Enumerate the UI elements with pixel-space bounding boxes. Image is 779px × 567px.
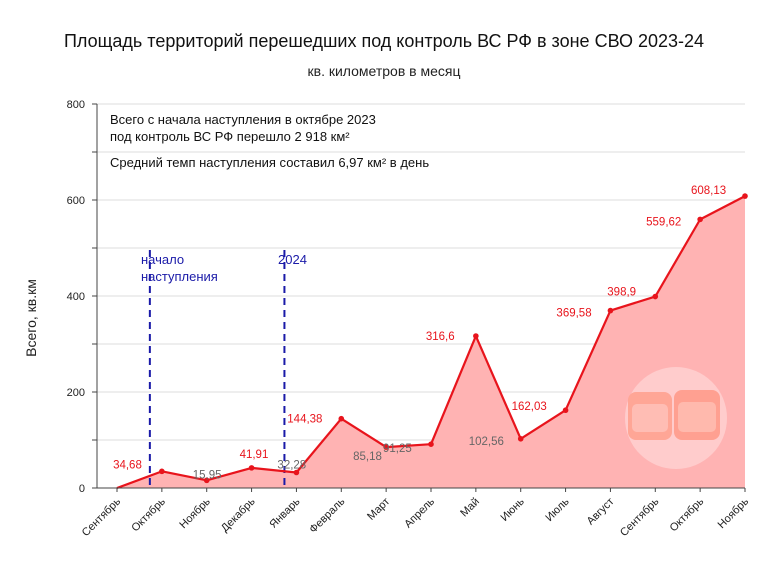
data-label: 85,18 — [353, 451, 382, 463]
data-point — [652, 293, 659, 300]
x-tick-label: Ноябрь — [716, 495, 752, 531]
data-point — [159, 468, 165, 475]
data-label: 608,13 — [691, 185, 726, 197]
start-label-line2: наступления — [141, 269, 218, 284]
data-label: 91,25 — [383, 443, 412, 455]
x-tick-label: Декабрь — [219, 495, 258, 534]
x-tick-label: Сентябрь — [618, 495, 662, 539]
series-segment — [564, 310, 612, 411]
data-point — [248, 465, 255, 471]
data-point — [742, 193, 748, 199]
data-point — [473, 333, 479, 339]
series-segment — [161, 470, 207, 482]
y-axis: 0 200 400 600 800 — [67, 99, 98, 495]
series-segment — [340, 417, 387, 449]
event-markers: начало наступления 2024 — [141, 250, 307, 488]
y-tick-label: 400 — [67, 291, 85, 303]
data-label: 34,68 — [113, 459, 142, 471]
y-tick-label: 0 — [79, 483, 85, 495]
series-segment — [610, 295, 656, 312]
x-tick-label: Апрель — [402, 495, 437, 530]
data-label: 559,62 — [646, 216, 681, 228]
data-point — [203, 477, 210, 484]
x-axis: Сентябрь Октябрь Ноябрь Декабрь Январь Феврал… — [80, 487, 752, 539]
x-tick-label: Июль — [543, 495, 572, 524]
data-point — [562, 407, 569, 414]
series-line — [116, 195, 746, 490]
year-2024-label: 2024 — [278, 252, 307, 267]
x-tick-label: Июнь — [499, 495, 527, 523]
series-segment — [474, 335, 522, 440]
area-fill — [117, 196, 745, 488]
summary-annotation: Всего с начала наступления в октябре 202… — [110, 112, 429, 170]
area-polygon — [117, 196, 745, 488]
data-point — [338, 415, 345, 422]
x-tick-label: Март — [365, 496, 392, 523]
data-label: 32,28 — [277, 460, 306, 472]
data-label: 15,95 — [193, 469, 222, 481]
grid-lines — [97, 103, 745, 489]
summary-line-3: Средний темп наступления составил 6,97 к… — [110, 155, 429, 170]
x-tick-label: Январь — [267, 495, 302, 530]
y-tick-label: 800 — [67, 99, 85, 111]
data-label: 162,03 — [512, 401, 547, 413]
data-points — [159, 193, 748, 484]
y-tick-label: 600 — [67, 195, 85, 207]
x-tick-label: Май — [458, 496, 482, 520]
x-tick-label: Февраль — [307, 495, 347, 535]
series-segment — [206, 466, 252, 482]
chart-subtitle: кв. километров в месяц — [308, 63, 461, 79]
x-tick-label: Август — [585, 496, 617, 528]
series-segment — [116, 470, 163, 490]
data-point — [428, 441, 434, 448]
data-label: 102,56 — [469, 436, 504, 448]
watermark-logo — [625, 367, 727, 469]
series-segment — [654, 218, 702, 298]
x-tick-label: Сентябрь — [80, 495, 124, 539]
series-segment — [295, 417, 343, 474]
data-label: 398,9 — [607, 287, 636, 299]
x-tick-label: Октябрь — [129, 495, 168, 534]
series-segment — [429, 335, 477, 445]
chart-title: Площадь территорий перешедших под контро… — [64, 31, 704, 51]
series-segment — [251, 466, 297, 474]
y-tick-label: 200 — [67, 387, 85, 399]
series-segment — [386, 443, 432, 449]
data-label: 144,38 — [287, 414, 322, 426]
summary-line-2: под контроль ВС РФ перешло 2 918 км² — [110, 129, 350, 144]
data-label: 41,91 — [240, 449, 269, 461]
data-point — [607, 307, 614, 314]
data-point — [293, 469, 300, 476]
data-point — [383, 444, 389, 450]
summary-line-1: Всего с начала наступления в октябре 202… — [110, 112, 376, 127]
data-point — [517, 435, 524, 442]
y-axis-label: Всего, кв.км — [23, 279, 39, 357]
series-segment — [520, 409, 567, 440]
data-label: 369,58 — [556, 308, 591, 320]
data-label: 316,6 — [426, 331, 455, 343]
x-tick-label: Октябрь — [668, 495, 707, 534]
x-tick-label: Ноябрь — [177, 495, 213, 531]
start-label-line1: начало — [141, 252, 184, 267]
data-point — [697, 216, 703, 223]
series-segment — [699, 195, 746, 221]
